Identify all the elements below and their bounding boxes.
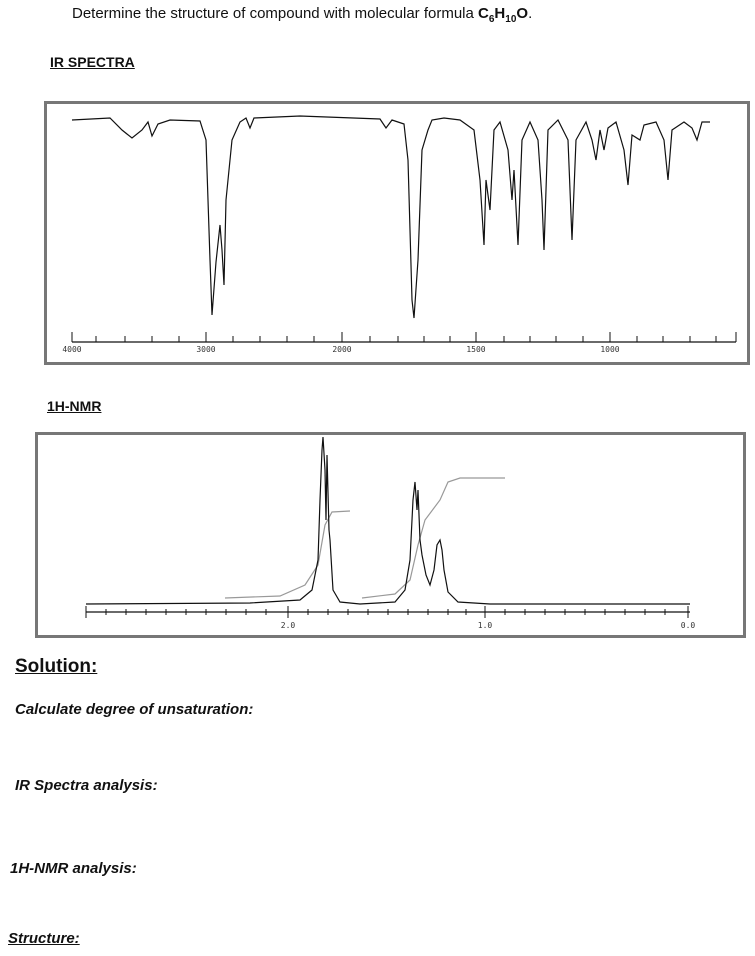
formula: 6 (488, 14, 495, 25)
ir-axis-ticks (71, 332, 737, 342)
structure-title: Structure: (8, 930, 80, 947)
ir-tick: 2000 (332, 345, 351, 354)
nmr-spectrum (85, 436, 690, 605)
nmr-frame (35, 432, 746, 638)
ir-tick: 3000 (196, 345, 215, 354)
nmr-axis-ticks (85, 606, 689, 618)
ir-tick: 4000 (62, 345, 81, 354)
formula: O (516, 5, 529, 22)
nmr-integral (224, 510, 351, 599)
formula: H (494, 5, 506, 22)
question: Determine the structure of compound with… (72, 5, 532, 25)
ir-tick: 1500 (466, 345, 485, 354)
nmr-title: 1H-NMR (47, 398, 102, 414)
question-text: Determine the structure of compound with… (72, 5, 479, 22)
solution-title: Solution: (15, 656, 98, 677)
nmr-tick: 1.0 (478, 621, 493, 630)
formula: 10 (505, 14, 517, 25)
nmr-tick: 0.0 (681, 621, 696, 630)
ir-spectrum (71, 115, 710, 319)
nmr-tick: 2.0 (281, 621, 296, 630)
solution-item: IR Spectra analysis: (15, 777, 158, 794)
formula: C (478, 5, 489, 22)
solution-item: 1H-NMR analysis: (10, 860, 137, 877)
ir-title: IR SPECTRA (50, 54, 135, 70)
nmr-integral (361, 477, 505, 599)
ir-tick: 1000 (600, 345, 619, 354)
formula: . (528, 5, 533, 22)
ir-frame (44, 101, 750, 365)
solution-item: Calculate degree of unsaturation: (15, 701, 254, 718)
